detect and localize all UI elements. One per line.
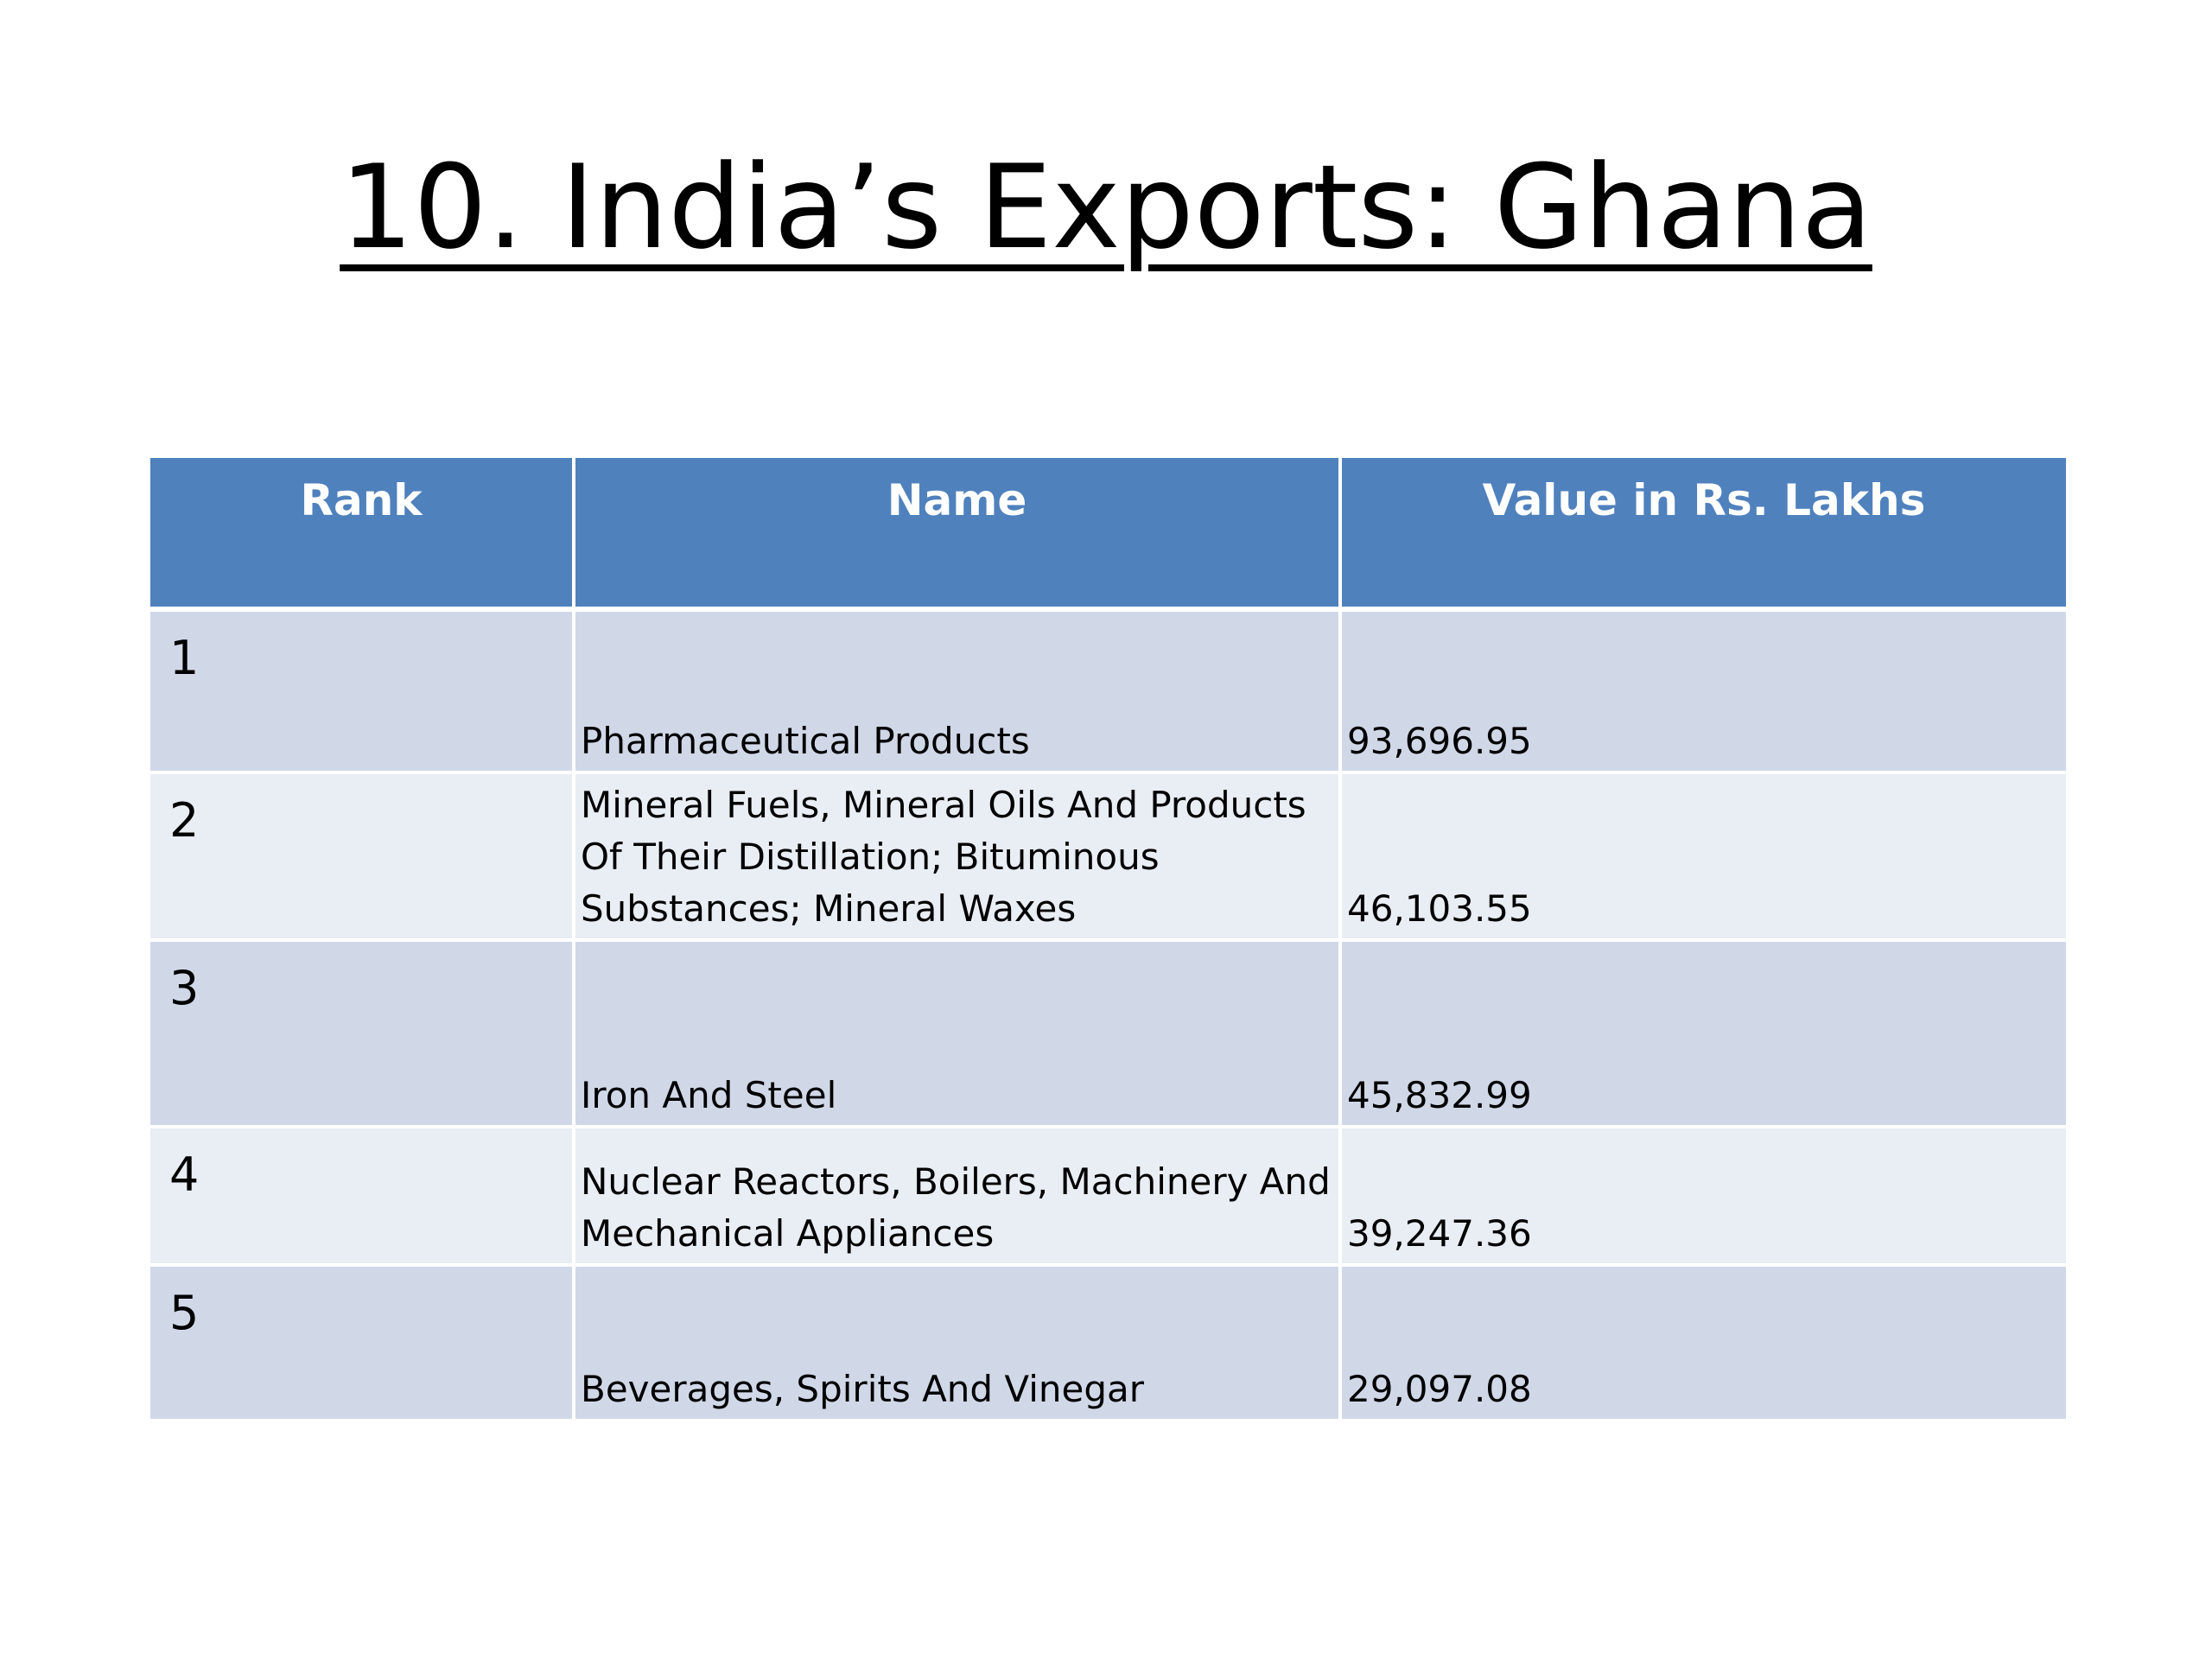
table-row: 5 Beverages, Spirits And Vinegar 29,097.…	[150, 1267, 2066, 1422]
rank-cell: 3	[150, 942, 575, 1128]
column-header-rank: Rank	[150, 458, 575, 612]
table-row: 3 Iron And Steel 45,832.99	[150, 942, 2066, 1128]
rank-cell: 4	[150, 1128, 575, 1267]
exports-table-container: Rank Name Value in Rs. Lakhs 1 Pharmaceu…	[150, 458, 2066, 1422]
name-cell: Beverages, Spirits And Vinegar	[575, 1267, 1342, 1422]
rank-cell: 5	[150, 1267, 575, 1422]
rank-cell: 1	[150, 612, 575, 774]
table-row: 4 Nuclear Reactors, Boilers, Machinery A…	[150, 1128, 2066, 1267]
name-cell: Nuclear Reactors, Boilers, Machinery And…	[575, 1128, 1342, 1267]
value-cell: 29,097.08	[1342, 1267, 2066, 1422]
table-row: 1 Pharmaceutical Products 93,696.95	[150, 612, 2066, 774]
name-cell: Mineral Fuels, Mineral Oils And Products…	[575, 774, 1342, 942]
name-cell: Iron And Steel	[575, 942, 1342, 1128]
table-row: 2 Mineral Fuels, Mineral Oils And Produc…	[150, 774, 2066, 942]
table-header-row: Rank Name Value in Rs. Lakhs	[150, 458, 2066, 612]
name-cell: Pharmaceutical Products	[575, 612, 1342, 774]
rank-cell: 2	[150, 774, 575, 942]
exports-table: Rank Name Value in Rs. Lakhs 1 Pharmaceu…	[150, 458, 2066, 1422]
column-header-value: Value in Rs. Lakhs	[1342, 458, 2066, 612]
value-cell: 93,696.95	[1342, 612, 2066, 774]
column-header-name: Name	[575, 458, 1342, 612]
value-cell: 45,832.99	[1342, 942, 2066, 1128]
value-cell: 46,103.55	[1342, 774, 2066, 942]
slide-title-text: 10. India’s Exports: Ghana	[340, 140, 1872, 275]
value-cell: 39,247.36	[1342, 1128, 2066, 1267]
slide-title: 10. India’s Exports: Ghana	[0, 138, 2212, 276]
